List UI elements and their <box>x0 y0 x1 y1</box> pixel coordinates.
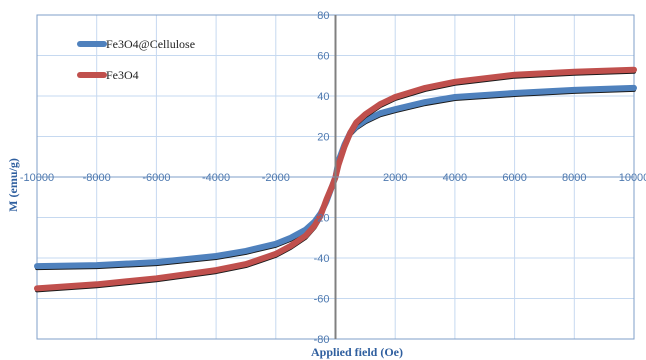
y-tick-label: 80 <box>317 10 329 22</box>
x-tick-label: 6000 <box>502 172 526 184</box>
y-tick-label: -40 <box>314 253 330 265</box>
y-tick-label: -20 <box>314 213 330 225</box>
y-axis-title: M (emu/g) <box>6 158 20 212</box>
y-tick-label: -60 <box>314 294 330 306</box>
tick-labels: -10000 -8000 -6000 -4000 -2000 2000 4000 6000 80… <box>20 10 646 346</box>
x-tick-label: 2000 <box>383 172 407 184</box>
x-tick-label: 8000 <box>562 172 586 184</box>
legend-label-1: Fe3O4 <box>106 68 139 82</box>
x-tick-label: -8000 <box>83 172 111 184</box>
x-tick-label: 10000 <box>619 172 646 184</box>
x-tick-label: -10000 <box>20 172 54 184</box>
x-tick-label: -6000 <box>142 172 170 184</box>
x-tick-label: -2000 <box>262 172 290 184</box>
x-tick-label: -4000 <box>202 172 230 184</box>
legend-label-0: Fe3O4@Cellulose <box>106 37 195 51</box>
y-tick-label: -80 <box>314 334 330 346</box>
legend: Fe3O4@Cellulose Fe3O4 <box>77 37 195 82</box>
y-tick-label: 40 <box>317 91 329 103</box>
x-tick-label: 4000 <box>443 172 467 184</box>
axes <box>37 15 634 339</box>
y-tick-label: 60 <box>317 51 329 63</box>
y-tick-label: 20 <box>317 132 329 144</box>
x-axis-title: Applied field (Oe) <box>311 345 403 359</box>
